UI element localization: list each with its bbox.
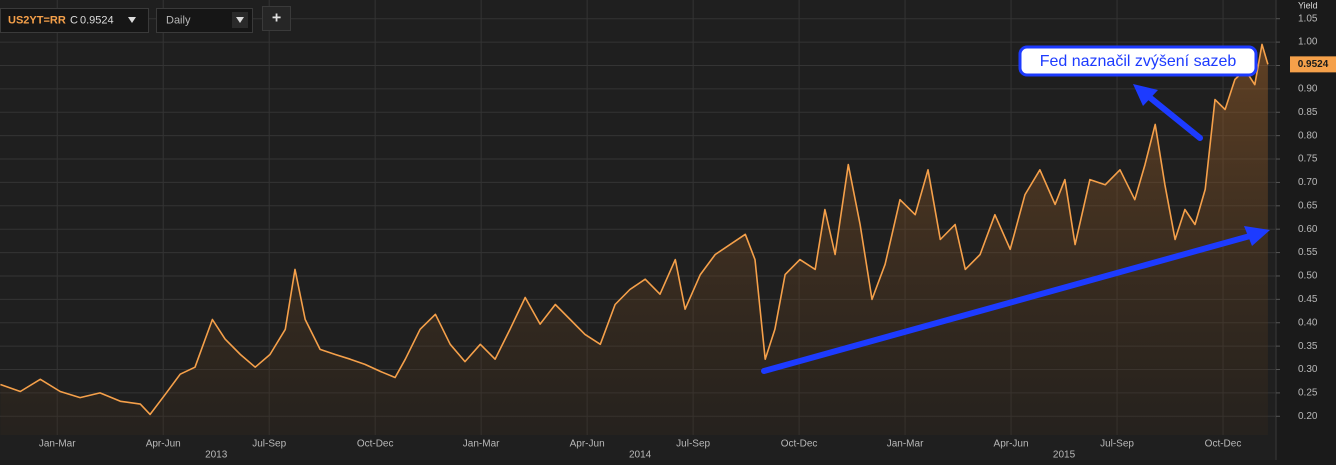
- y-tick-label: 0.30: [1298, 364, 1318, 375]
- y-tick-label: 0.50: [1298, 271, 1318, 282]
- y-tick-label: 0.20: [1298, 411, 1318, 422]
- labels: Yield 0.20 0.25 0.30 0.35 0.40 0.45 0.50 0.55 0.…: [39, 0, 1336, 461]
- y-tick-label: 0.25: [1298, 388, 1318, 399]
- y-axis-label: Yield: [1298, 0, 1318, 10]
- y-tick-label: 0.45: [1298, 294, 1318, 305]
- add-button[interactable]: [262, 6, 291, 31]
- y-tick-label: 0.85: [1298, 107, 1318, 118]
- y-tick-label: 0.90: [1298, 84, 1318, 95]
- y-tick-label: 0.65: [1298, 200, 1318, 211]
- area: [0, 44, 1268, 436]
- x-tick-label: Apr-Jun: [994, 439, 1029, 450]
- x-tick-label: Oct-Dec: [781, 439, 818, 450]
- y-tick-label: 0.55: [1298, 247, 1318, 258]
- data: [0, 43, 1269, 436]
- x-tick-label: Oct-Dec: [357, 439, 394, 450]
- x-tick-label: Jul-Sep: [1100, 439, 1134, 450]
- annotation-text: Fed naznačil zvýšení sazeb: [1040, 53, 1237, 70]
- year-label: 2015: [1053, 450, 1076, 460]
- arrow-head: [1133, 84, 1158, 106]
- last-value-label: 0.9524: [1298, 59, 1329, 70]
- annotation-box: [1018, 45, 1258, 77]
- add-button-label: +: [272, 10, 281, 27]
- instrument-box[interactable]: [0, 8, 149, 33]
- interval: Daily: [166, 14, 191, 26]
- y-tick-label: 1.05: [1298, 13, 1318, 24]
- y-tick-label: 0.35: [1298, 341, 1318, 352]
- x-tick-label: Jan-Mar: [39, 439, 76, 450]
- x-tick-label: Oct-Dec: [1205, 439, 1242, 450]
- callout-arrow: [1145, 93, 1203, 141]
- close-value: 0.9524: [80, 14, 114, 26]
- close-prefix: C: [70, 14, 78, 26]
- y-tick-label: 0.60: [1298, 224, 1318, 235]
- annotation-arrows: [761, 84, 1270, 374]
- x-tick-label: Apr-Jun: [146, 439, 181, 450]
- y-tick-label: 0.40: [1298, 317, 1318, 328]
- dropdown-icon: [236, 17, 244, 23]
- x-tick-label: Apr-Jun: [570, 439, 605, 450]
- y-tick-label: 0.80: [1298, 130, 1318, 141]
- last-value-tag: [1290, 56, 1336, 73]
- line: [0, 43, 1269, 416]
- x-tick-label: Jan-Mar: [463, 439, 500, 450]
- x-tick-label: Jan-Mar: [887, 439, 924, 450]
- y-tick-label: 1.00: [1298, 37, 1318, 48]
- x-tick-label: Jul-Sep: [252, 439, 286, 450]
- dropdown-icon: [128, 17, 136, 23]
- trend-arrow: [761, 233, 1253, 374]
- year-label: 2013: [205, 450, 228, 460]
- y-tick-label: 0.75: [1298, 154, 1318, 165]
- y-tick-label: 0.70: [1298, 177, 1318, 188]
- year-label: 2014: [629, 450, 652, 460]
- instrument-name: US2YT=RR: [8, 14, 66, 26]
- axis-background: [1276, 0, 1336, 460]
- x-tick-label: Jul-Sep: [676, 439, 710, 450]
- toolbar: US2YT=RR C 0.9524 Daily +: [0, 6, 291, 33]
- arrow-head: [1244, 226, 1270, 246]
